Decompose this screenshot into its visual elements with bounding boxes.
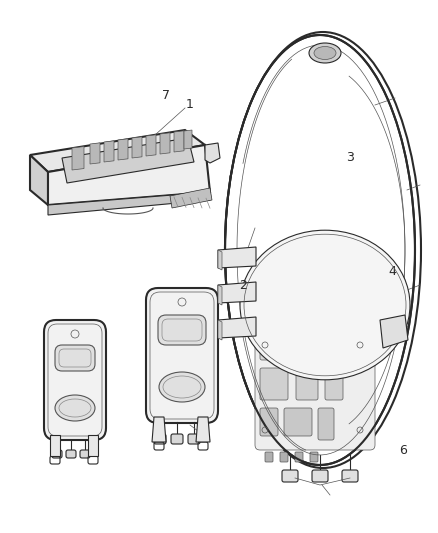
FancyBboxPatch shape — [325, 368, 343, 400]
Polygon shape — [90, 143, 100, 164]
Ellipse shape — [314, 46, 336, 60]
FancyBboxPatch shape — [52, 450, 62, 458]
Ellipse shape — [159, 372, 205, 402]
FancyBboxPatch shape — [312, 470, 328, 482]
Polygon shape — [218, 320, 222, 340]
Polygon shape — [218, 285, 222, 305]
Polygon shape — [196, 417, 210, 442]
Polygon shape — [30, 130, 205, 172]
FancyBboxPatch shape — [154, 434, 166, 444]
FancyBboxPatch shape — [260, 408, 278, 436]
Polygon shape — [62, 138, 194, 183]
FancyBboxPatch shape — [318, 408, 334, 440]
Polygon shape — [50, 435, 60, 456]
FancyBboxPatch shape — [260, 346, 282, 360]
Polygon shape — [205, 143, 220, 163]
Polygon shape — [218, 317, 256, 338]
FancyBboxPatch shape — [282, 470, 298, 482]
Polygon shape — [380, 315, 408, 348]
FancyBboxPatch shape — [284, 408, 312, 436]
Polygon shape — [88, 435, 98, 456]
Polygon shape — [218, 282, 256, 303]
Text: 7: 7 — [162, 90, 170, 102]
Polygon shape — [48, 145, 210, 205]
Polygon shape — [118, 139, 128, 160]
FancyBboxPatch shape — [44, 320, 106, 440]
Polygon shape — [174, 131, 184, 152]
FancyBboxPatch shape — [188, 434, 200, 444]
Polygon shape — [152, 417, 166, 442]
Polygon shape — [170, 188, 212, 208]
FancyBboxPatch shape — [313, 346, 328, 360]
Text: 2: 2 — [239, 279, 247, 292]
Ellipse shape — [225, 35, 415, 465]
FancyBboxPatch shape — [296, 368, 318, 400]
FancyBboxPatch shape — [260, 368, 288, 400]
Text: 1: 1 — [186, 99, 194, 111]
Polygon shape — [132, 137, 142, 158]
Polygon shape — [160, 133, 170, 154]
FancyBboxPatch shape — [255, 340, 375, 450]
Polygon shape — [48, 192, 210, 215]
Text: 3: 3 — [346, 151, 354, 164]
FancyBboxPatch shape — [66, 450, 76, 458]
Polygon shape — [146, 135, 156, 156]
FancyBboxPatch shape — [310, 452, 318, 462]
Polygon shape — [218, 247, 256, 268]
FancyBboxPatch shape — [280, 452, 288, 462]
Text: 4: 4 — [388, 265, 396, 278]
Polygon shape — [30, 155, 48, 205]
FancyBboxPatch shape — [385, 325, 400, 337]
Polygon shape — [218, 250, 222, 270]
Ellipse shape — [240, 230, 410, 380]
FancyBboxPatch shape — [80, 450, 90, 458]
Polygon shape — [184, 130, 192, 149]
Text: 6: 6 — [399, 444, 407, 457]
FancyBboxPatch shape — [171, 434, 183, 444]
FancyBboxPatch shape — [146, 288, 218, 423]
Ellipse shape — [309, 43, 341, 63]
FancyBboxPatch shape — [290, 346, 305, 360]
FancyBboxPatch shape — [55, 345, 95, 371]
FancyBboxPatch shape — [295, 452, 303, 462]
Polygon shape — [104, 141, 114, 162]
FancyBboxPatch shape — [342, 470, 358, 482]
FancyBboxPatch shape — [265, 452, 273, 462]
FancyBboxPatch shape — [158, 315, 206, 345]
Polygon shape — [72, 147, 84, 170]
Ellipse shape — [55, 395, 95, 421]
